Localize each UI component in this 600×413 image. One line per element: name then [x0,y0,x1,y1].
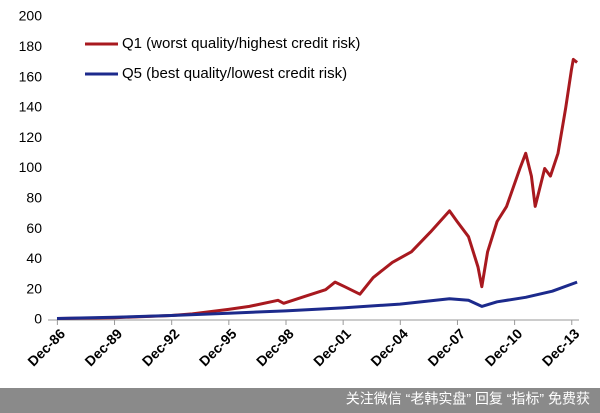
y-tick-label: 20 [26,280,42,296]
y-tick-label: 80 [26,190,42,206]
x-tick-label: Dec-98 [253,325,297,369]
y-tick-label: 40 [26,250,42,266]
legend-label: Q5 (best quality/lowest credit risk) [122,65,347,82]
series-line [56,57,579,320]
x-tick-label: Dec-95 [196,325,240,369]
legend-label: Q1 (worst quality/highest credit risk) [122,35,360,52]
x-tick-label: Dec-86 [24,325,68,369]
y-tick-label: 160 [19,68,43,84]
y-tick-label: 200 [19,8,43,24]
y-tick-label: 180 [19,38,43,54]
x-tick-label: Dec-07 [424,325,468,369]
x-tick-label: Dec-10 [482,325,526,369]
x-tick-label: Dec-04 [367,325,411,369]
x-tick-label: Dec-89 [81,325,125,369]
y-tick-label: 120 [19,129,43,145]
x-tick-label: Dec-92 [139,325,183,369]
series-line [56,280,578,320]
y-tick-label: 140 [19,99,43,115]
x-tick-label: Dec-01 [310,325,354,369]
x-tick-label: Dec-13 [539,325,583,369]
watermark-band [0,388,600,413]
y-tick-label: 0 [34,311,42,327]
y-tick-label: 100 [19,159,43,175]
watermark: 关注微信 “老韩实盘” 回复 “指标” 免费获 [346,391,590,407]
y-tick-label: 60 [26,220,42,236]
